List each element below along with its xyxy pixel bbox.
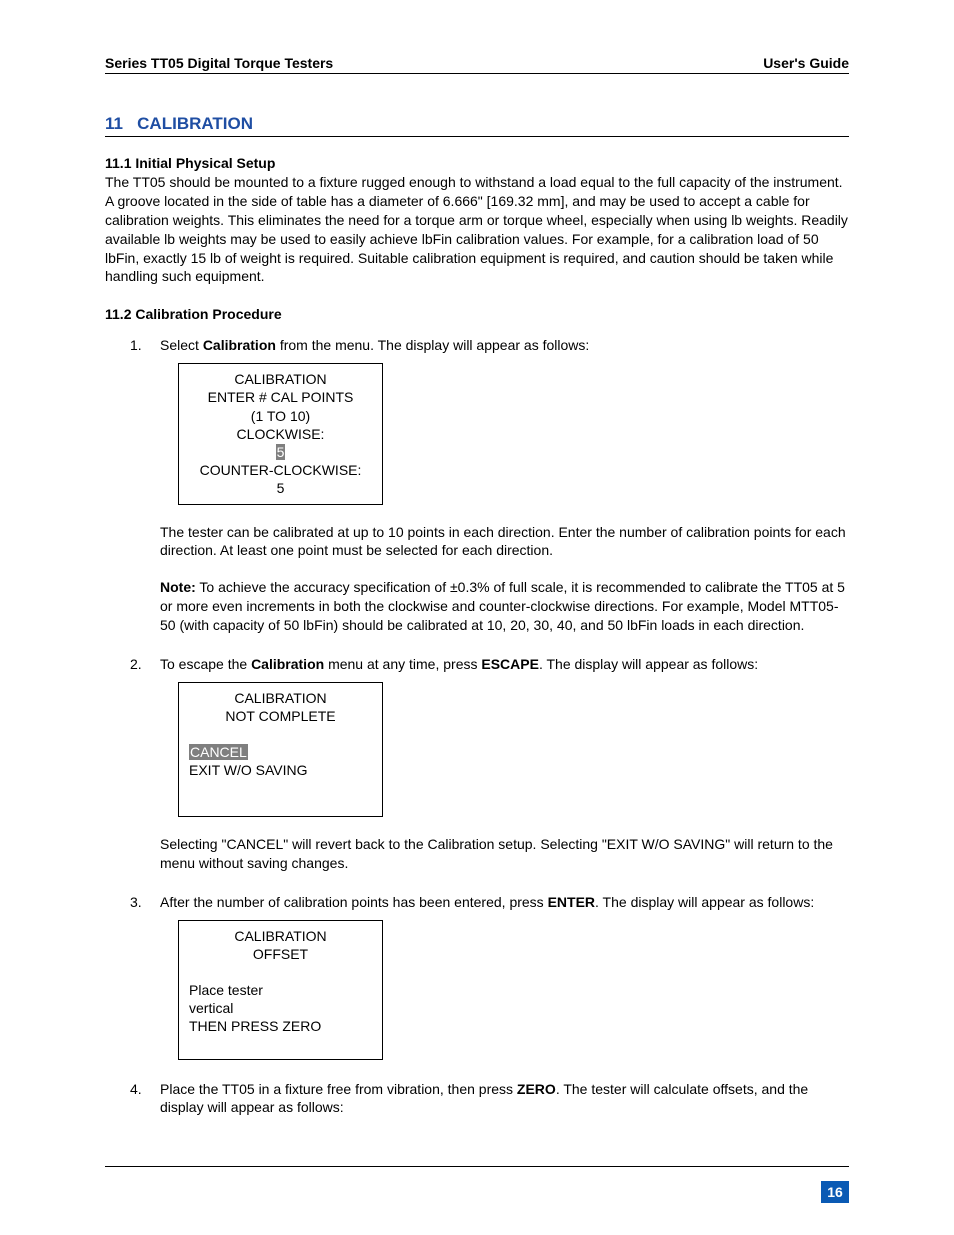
section-number: 11 [105,114,123,133]
display-line: 5 [189,443,372,461]
step-3: After the number of calibration points h… [105,893,849,1060]
step-1-text: Select Calibration from the menu. The di… [160,337,589,353]
procedure-list: Select Calibration from the menu. The di… [105,336,849,1117]
display-not-complete: CALIBRATION NOT COMPLETE CANCEL EXIT W/O… [178,682,383,817]
highlighted-value: 5 [276,444,286,460]
display-line: CALIBRATION [189,689,372,707]
display-line: NOT COMPLETE [189,707,372,725]
step-2: To escape the Calibration menu at any ti… [105,655,849,873]
display-line: CANCEL [189,743,372,761]
header-left: Series TT05 Digital Torque Testers [105,55,333,71]
note-text: To achieve the accuracy specification of… [160,579,845,633]
highlighted-option: CANCEL [189,744,248,760]
document-page: Series TT05 Digital Torque Testers User'… [0,0,954,1235]
display-line: Place tester [189,981,372,999]
subsection-11-1-body: The TT05 should be mounted to a fixture … [105,173,849,286]
display-line: EXIT W/O SAVING [189,761,372,779]
step-2-text: To escape the Calibration menu at any ti… [160,656,758,672]
page-number: 16 [821,1181,849,1203]
display-blank [189,725,372,743]
step-3-text: After the number of calibration points h… [160,894,814,910]
section-title: 11 CALIBRATION [105,114,849,137]
header-right: User's Guide [763,55,849,71]
section-name: CALIBRATION [137,114,253,133]
display-line: OFFSET [189,945,372,963]
display-line: vertical [189,999,372,1017]
step-4: Place the TT05 in a fixture free from vi… [105,1080,849,1118]
display-offset: CALIBRATION OFFSET Place tester vertical… [178,920,383,1060]
display-line: CALIBRATION [189,927,372,945]
display-blank [189,963,372,981]
subsection-11-2-heading: 11.2 Calibration Procedure [105,306,849,322]
footer-rule [105,1166,849,1167]
display-line: CLOCKWISE: [189,425,372,443]
step-2-after: Selecting "CANCEL" will revert back to t… [160,835,849,873]
step-1-para-1: The tester can be calibrated at up to 10… [160,523,849,561]
step-4-text: Place the TT05 in a fixture free from vi… [160,1081,808,1116]
display-line: THEN PRESS ZERO [189,1017,372,1035]
display-line: (1 TO 10) [189,407,372,425]
subsection-11-1-heading: 11.1 Initial Physical Setup [105,155,849,171]
display-line: COUNTER-CLOCKWISE: [189,461,372,479]
display-line: 5 [189,479,372,497]
display-line: ENTER # CAL POINTS [189,388,372,406]
step-1-note: Note: To achieve the accuracy specificat… [160,578,849,635]
page-header: Series TT05 Digital Torque Testers User'… [105,55,849,74]
display-cal-points: CALIBRATION ENTER # CAL POINTS (1 TO 10)… [178,363,383,504]
step-1: Select Calibration from the menu. The di… [105,336,849,635]
note-label: Note: [160,579,196,595]
display-line: CALIBRATION [189,370,372,388]
